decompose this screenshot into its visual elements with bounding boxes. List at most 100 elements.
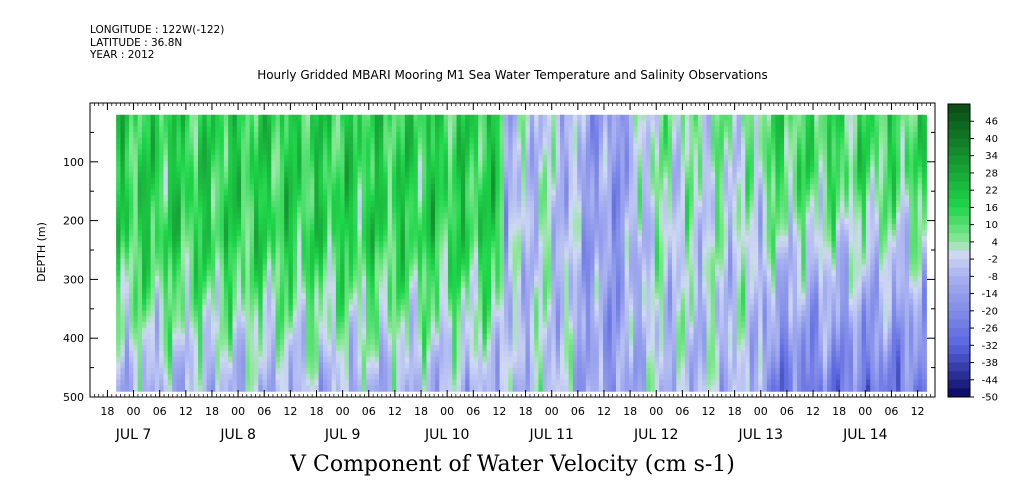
heatmap-cell	[430, 287, 436, 294]
heatmap-cell	[301, 281, 307, 289]
heatmap-cell	[266, 345, 272, 352]
heatmap-cell	[133, 137, 139, 145]
heatmap-cell	[327, 206, 333, 214]
heatmap-cell	[370, 356, 376, 363]
heatmap-cell	[379, 132, 384, 139]
heatmap-cell	[266, 137, 272, 145]
heatmap-cell	[521, 287, 527, 294]
heatmap-cell	[447, 287, 453, 294]
heatmap-cell	[366, 183, 371, 191]
heatmap-cell	[495, 166, 501, 173]
heatmap-cell	[400, 252, 406, 260]
heatmap-cell	[366, 270, 371, 277]
heatmap-cell	[555, 310, 561, 317]
heatmap-cell	[521, 362, 527, 369]
heatmap-cell	[366, 235, 371, 243]
heatmap-cell	[232, 339, 238, 346]
heatmap-cell	[232, 137, 238, 145]
heatmap-cell	[482, 322, 488, 329]
heatmap-cell	[236, 241, 242, 248]
heatmap-cell	[439, 275, 445, 283]
heatmap-cell	[254, 149, 259, 156]
heatmap-cell	[279, 322, 285, 329]
heatmap-cell	[241, 218, 247, 225]
heatmap-cell	[387, 189, 393, 196]
heatmap-cell	[348, 287, 354, 294]
heatmap-cell	[413, 166, 419, 173]
heatmap-cell	[318, 275, 324, 283]
heatmap-cell	[262, 258, 268, 266]
heatmap-cell	[146, 247, 152, 254]
heatmap-cell	[344, 206, 350, 214]
heatmap-cell	[508, 241, 514, 248]
heatmap-cell	[322, 212, 328, 219]
heatmap-cell	[460, 206, 466, 214]
heatmap-cell	[271, 327, 277, 335]
heatmap-cell	[331, 120, 337, 127]
heatmap-cell	[456, 362, 462, 369]
heatmap-cell	[534, 235, 540, 243]
heatmap-cell	[262, 201, 268, 208]
heatmap-cell	[193, 264, 199, 271]
heatmap-cell	[124, 264, 130, 271]
heatmap-cell	[288, 287, 294, 294]
heatmap-cell	[322, 270, 328, 277]
heatmap-cell	[305, 132, 311, 139]
heatmap-cell	[499, 275, 505, 283]
heatmap-cell	[357, 339, 363, 346]
heatmap-cell	[262, 235, 268, 243]
heatmap-cell	[129, 270, 134, 277]
heatmap-cell	[430, 212, 436, 219]
heatmap-cell	[465, 241, 471, 248]
heatmap-cell	[301, 322, 307, 329]
heatmap-cell	[538, 247, 544, 254]
heatmap-cell	[538, 252, 544, 260]
heatmap-cell	[288, 155, 294, 162]
heatmap-cell	[443, 385, 449, 392]
heatmap-cell	[426, 247, 432, 254]
heatmap-cell	[413, 155, 419, 162]
heatmap-cell	[374, 299, 380, 306]
heatmap-cell	[357, 299, 363, 306]
heatmap-cell	[245, 160, 251, 168]
heatmap-cell	[116, 166, 122, 173]
heatmap-cell	[284, 195, 290, 202]
heatmap-cell	[215, 339, 221, 346]
heatmap-cell	[370, 218, 376, 225]
heatmap-cell	[133, 120, 139, 127]
heatmap-cell	[318, 195, 324, 202]
heatmap-cell	[521, 120, 527, 127]
heatmap-cell	[512, 183, 518, 191]
heatmap-cell	[176, 155, 182, 162]
heatmap-cell	[551, 293, 557, 300]
heatmap-cell	[400, 120, 406, 127]
heatmap-cell	[469, 252, 475, 260]
heatmap-cell	[137, 264, 143, 271]
heatmap-cell	[202, 235, 208, 243]
heatmap-cell	[409, 333, 415, 340]
heatmap-cell	[430, 339, 436, 346]
heatmap-cell	[133, 327, 139, 335]
heatmap-cell	[443, 132, 449, 139]
heatmap-cell	[555, 275, 561, 283]
heatmap-cell	[305, 229, 311, 237]
heatmap-cell	[292, 275, 298, 283]
heatmap-cell	[447, 368, 453, 375]
heatmap-cell	[366, 114, 371, 122]
heatmap-cell	[185, 275, 190, 283]
heatmap-cell	[223, 132, 229, 139]
heatmap-cell	[120, 304, 126, 312]
heatmap-cell	[137, 126, 143, 133]
heatmap-cell	[180, 287, 186, 294]
heatmap-cell	[361, 229, 367, 237]
heatmap-cell	[232, 160, 238, 168]
heatmap-cell	[288, 385, 294, 392]
heatmap-cell	[435, 201, 440, 208]
heatmap-cell	[129, 212, 134, 219]
heatmap-cell	[400, 178, 406, 185]
heatmap-cell	[503, 218, 509, 225]
heatmap-cell	[159, 316, 165, 323]
heatmap-cell	[245, 143, 251, 150]
heatmap-cell	[172, 345, 178, 352]
heatmap-cell	[116, 333, 122, 340]
